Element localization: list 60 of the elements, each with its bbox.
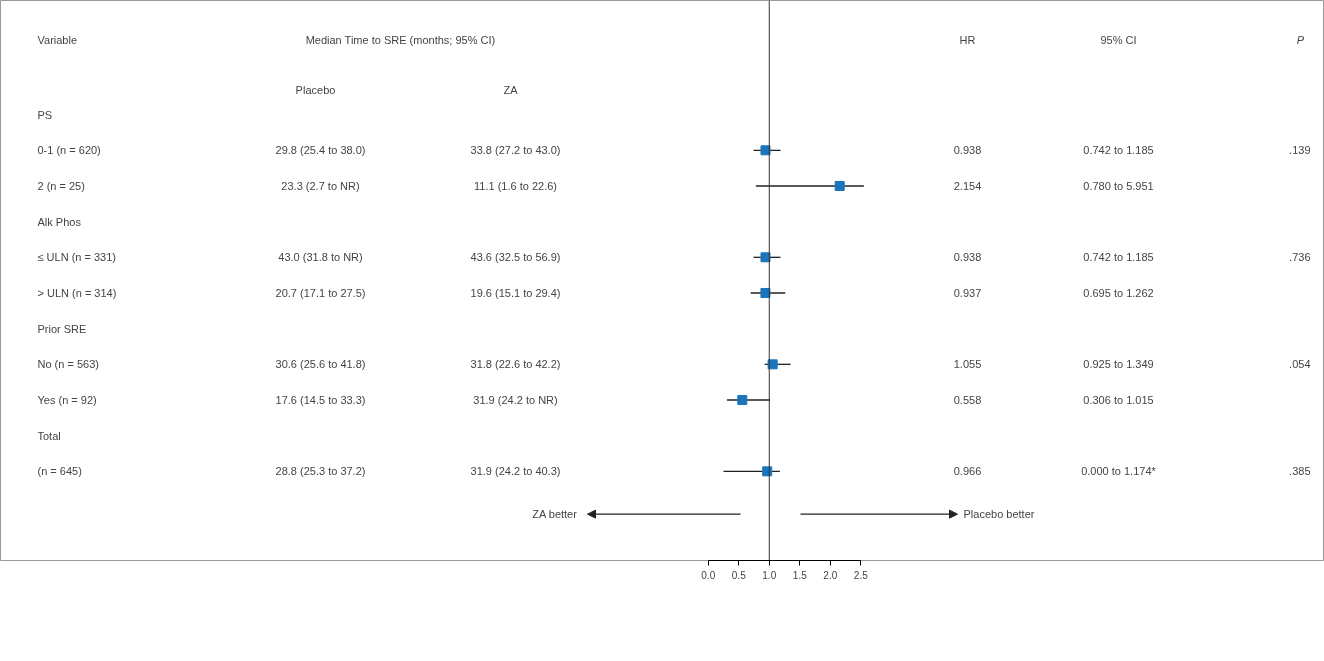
x-tick-label: 2.0 (823, 569, 838, 581)
annotation: 43.6 (32.5 to 56.9) (470, 251, 561, 264)
y-tick-label: > ULN (n = 314) (37, 286, 117, 299)
text: ZA better (532, 508, 578, 521)
text: HR (959, 33, 976, 46)
annotation: 0.938 (953, 251, 982, 264)
text: Placebo better (963, 508, 1035, 521)
text: Median Time to SRE (months; 95% CI) (305, 33, 496, 46)
annotation: 23.3 (2.7 to NR) (281, 179, 360, 192)
y-tick-label: (n = 645) (37, 465, 82, 478)
annotation: 19.6 (15.1 to 29.4) (470, 286, 561, 299)
annotation: 30.6 (25.6 to 41.8) (275, 358, 366, 371)
text: P (1296, 33, 1305, 46)
annotation: 11.1 (1.6 to 22.6) (474, 179, 557, 192)
annotation: 0.558 (953, 393, 982, 406)
x-tick-label: 1.0 (762, 569, 777, 581)
annotation: 28.8 (25.3 to 37.2) (275, 465, 366, 478)
text: ZA (503, 84, 519, 97)
annotation: .139 (1289, 144, 1311, 157)
annotation: 0.306 to 1.015 (1083, 393, 1154, 406)
annotation: 31.9 (24.2 to 40.3) (470, 465, 561, 478)
y-tick-label: 2 (n = 25) (37, 179, 85, 192)
text: Placebo (295, 84, 336, 97)
y-tick-label: Total (37, 429, 61, 442)
x-tick-label: 2.5 (853, 569, 869, 581)
text: 95% CI (1100, 33, 1137, 46)
y-tick-label: PS (37, 108, 53, 121)
point (834, 180, 845, 191)
y-tick-label: Yes (n = 92) (37, 393, 97, 406)
annotation: 0.742 to 1.185 (1083, 251, 1154, 264)
annotation: 0.000 to 1.174* (1081, 465, 1157, 478)
y-tick-label: Prior SRE (37, 322, 87, 335)
annotation: 0.742 to 1.185 (1083, 144, 1154, 157)
text: Variable (37, 33, 78, 46)
point (737, 394, 748, 405)
annotation: 0.925 to 1.349 (1083, 358, 1154, 371)
annotation: 31.9 (24.2 to NR) (473, 393, 558, 406)
x-tick-label: 0.5 (731, 569, 747, 581)
annotation: 20.7 (17.1 to 27.5) (275, 286, 366, 299)
annotation: 29.8 (25.4 to 38.0) (275, 144, 366, 157)
annotation: .054 (1289, 358, 1311, 371)
annotation: 33.8 (27.2 to 43.0) (470, 144, 561, 157)
annotation: .736 (1289, 251, 1311, 264)
annotation: 0.937 (953, 286, 982, 299)
annotation: 0.695 to 1.262 (1083, 286, 1154, 299)
annotation: 2.154 (953, 179, 982, 192)
y-tick-label: ≤ ULN (n = 331) (37, 251, 116, 264)
y-tick-label: 0-1 (n = 620) (37, 144, 101, 157)
annotation: .385 (1289, 465, 1311, 478)
annotation: 0.780 to 5.951 (1083, 179, 1154, 192)
annotation: 0.938 (953, 144, 982, 157)
annotation: 31.8 (22.6 to 42.2) (470, 358, 561, 371)
y-tick-label: No (n = 563) (37, 358, 99, 371)
annotation: 0.966 (953, 465, 982, 478)
x-tick-label: 0.0 (701, 569, 716, 581)
annotation: 17.6 (14.5 to 33.3) (275, 393, 366, 406)
y-tick-label: Alk Phos (37, 215, 82, 228)
annotation: 43.0 (31.8 to NR) (278, 251, 363, 264)
annotation: 1.055 (953, 358, 982, 371)
x-tick-label: 1.5 (792, 569, 808, 581)
